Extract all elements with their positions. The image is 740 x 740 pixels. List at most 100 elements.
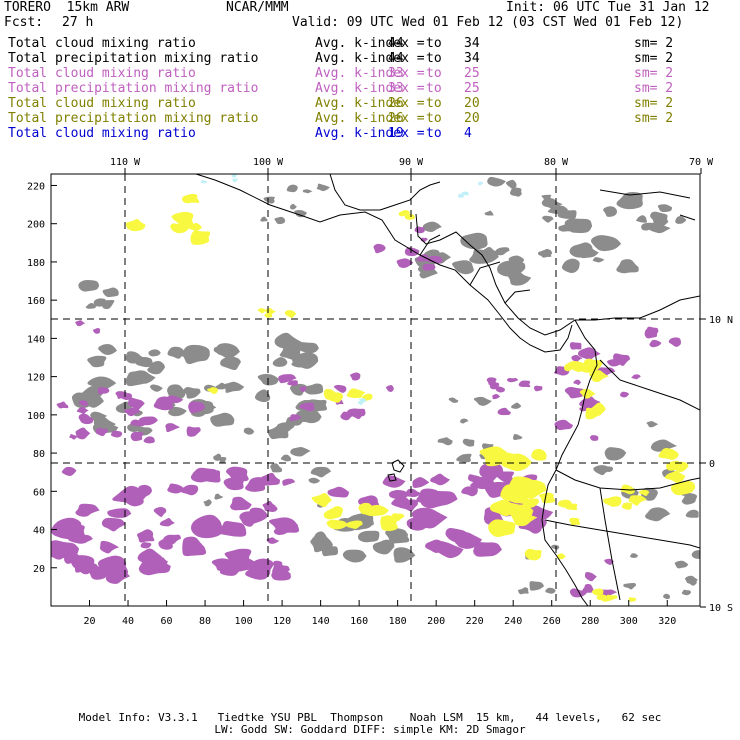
cloud-yellow-area [264, 312, 273, 318]
cloud-yellow-area [639, 489, 650, 497]
cloud-gray-area [437, 437, 453, 446]
cloud-purple-area [414, 226, 425, 234]
cloud-purple-area [445, 528, 470, 543]
cloud-gray-area [272, 357, 288, 367]
x-tick-label: 60 [161, 616, 173, 627]
legend-index-from: 44 [388, 36, 404, 51]
legend-row: Total precipitation mixing ratio Avg. k-i… [8, 82, 728, 96]
cloud-gray-area [274, 332, 302, 349]
cloud-gray-area [508, 255, 525, 264]
cloud-purple-area [644, 328, 659, 339]
cloud-gray-area [590, 235, 622, 252]
cloud-gray-area [78, 280, 100, 292]
y-tick-label: 160 [27, 296, 45, 307]
cloud-gray-area [294, 210, 307, 218]
cloud-gray-area [419, 267, 438, 279]
cloud-gray-area [574, 245, 599, 259]
legend-index-to: 25 [464, 81, 480, 96]
cloud-purple-area [137, 548, 162, 563]
cloud-yellow-area [479, 446, 511, 467]
cloud-gray-area [372, 539, 395, 555]
cloud-purple-area [615, 359, 627, 365]
legend-index-label: Avg. k-index = [315, 66, 425, 81]
cloud-purple-area [569, 588, 588, 598]
cloud-gray-area [675, 215, 687, 224]
cloud-gray-area [541, 194, 552, 201]
cloud-purple-area [461, 486, 478, 497]
cloud-gray-area [214, 493, 224, 500]
cloud-purple-area [422, 263, 436, 271]
cloud-yellow-area [628, 495, 647, 506]
cloud-purple-area [497, 407, 511, 416]
x-tick-label: 100 [235, 616, 253, 627]
cloud-purple-area [467, 474, 483, 483]
map-frame [50, 173, 701, 607]
forecast-label: Fcst: [4, 15, 44, 30]
legend-to-word: to [426, 66, 442, 81]
cloud-gray-area [542, 215, 554, 223]
cloud-gray-area [393, 547, 416, 563]
x-tick-label: 260 [543, 616, 561, 627]
cloud-purple-area [518, 380, 531, 388]
cloud-gray-area [487, 176, 506, 187]
cloud-yellow-area [579, 388, 596, 399]
legend-smoothing: sm= 2 [634, 51, 674, 66]
cloud-gray-area [203, 499, 212, 507]
cloud-purple-area [75, 503, 100, 517]
cloud-purple-area [211, 558, 234, 571]
cloud-purple-area [127, 397, 145, 411]
coastline [415, 213, 700, 336]
cloud-gray-area [505, 179, 517, 189]
cloud-purple-area [287, 380, 298, 386]
cloud-gray-area [462, 438, 475, 447]
cloud-gray-area [484, 210, 494, 216]
cloud-gray-area [302, 189, 313, 194]
cloud-purple-area [107, 508, 132, 518]
cloud-gray-area [135, 356, 153, 368]
cloud-gray-area [270, 463, 283, 473]
cloud-purple-area [631, 374, 641, 380]
y-tick-label: 140 [27, 334, 45, 345]
legend-index-label: Avg. k-index = [315, 96, 425, 111]
cloud-purple-area [264, 506, 278, 512]
cloud-purple-area [77, 534, 93, 544]
cloud-gray-area [547, 204, 568, 215]
cloud-purple-area [430, 473, 450, 486]
coastline [679, 214, 696, 221]
cloud-gray-area [452, 260, 474, 275]
cloud-gray-area [629, 553, 639, 558]
cloud-purple-area [159, 517, 175, 527]
cloud-cyan-area [231, 174, 237, 178]
cloud-purple-area [391, 497, 410, 508]
y-tick-label: 20 [33, 564, 45, 575]
cloud-gray-area [495, 247, 510, 256]
coastline [555, 469, 700, 491]
cloud-purple-area [182, 536, 207, 557]
cloud-gray-area [646, 421, 659, 428]
legend-index-to: 34 [464, 51, 480, 66]
legend-index-from: 33 [388, 81, 404, 96]
cloud-yellow-area [380, 515, 396, 524]
cloud-purple-area [112, 485, 140, 504]
cloud-gray-area [183, 387, 201, 399]
coastline [599, 487, 621, 601]
cloud-gray-area [448, 397, 459, 403]
y-tick-label: 220 [27, 181, 45, 192]
legend-index-from: 44 [388, 51, 404, 66]
legend-index-label: Avg. k-index = [315, 111, 425, 126]
cloud-gray-area [681, 589, 692, 596]
legend-smoothing: sm= 2 [634, 81, 674, 96]
cloud-cyan-area [477, 181, 484, 186]
latitude-label: 10 N [709, 315, 733, 326]
cloud-gray-area [263, 196, 275, 204]
cloud-purple-area [266, 537, 280, 544]
y-tick-label: 120 [27, 373, 45, 384]
cloud-purple-area [259, 472, 280, 486]
cloud-purple-area [56, 401, 69, 409]
cloud-gray-area [267, 424, 289, 440]
coastline [391, 459, 405, 473]
cloud-gray-area [561, 258, 580, 273]
cloud-gray-area [286, 184, 298, 193]
cloud-yellow-area [364, 504, 389, 517]
cloud-gray-area [291, 358, 306, 368]
